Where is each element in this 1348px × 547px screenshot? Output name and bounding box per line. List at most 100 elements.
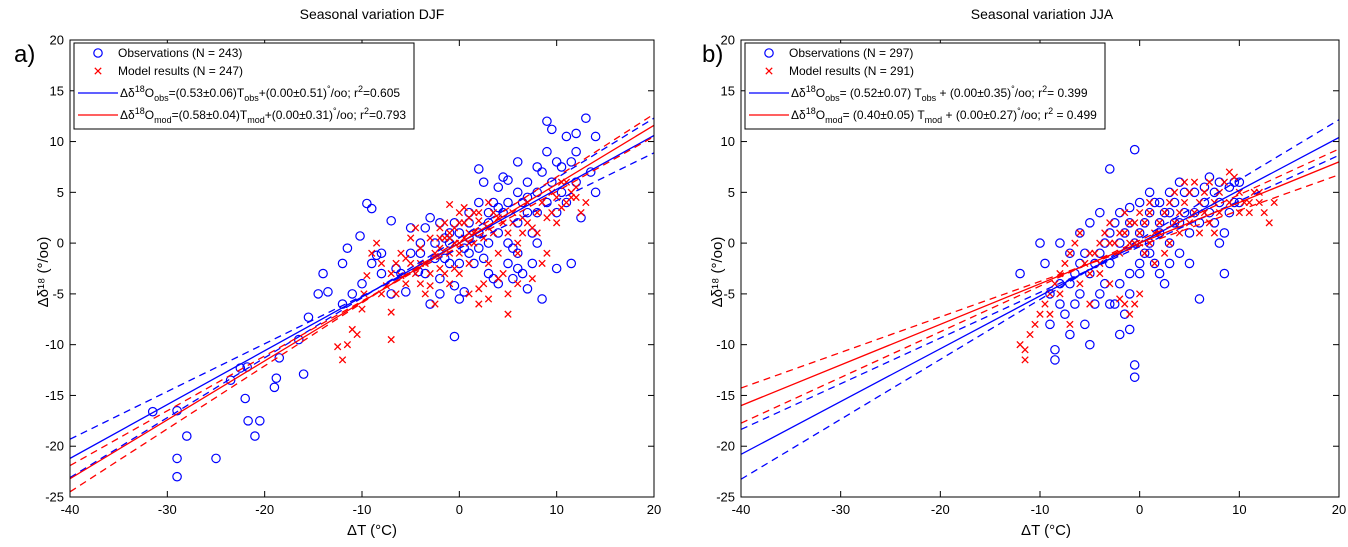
observation-point bbox=[1055, 238, 1065, 248]
observation-point bbox=[1134, 228, 1145, 238]
model-point bbox=[514, 249, 522, 257]
model-point bbox=[465, 290, 473, 298]
model-point bbox=[1136, 229, 1144, 237]
model-point bbox=[475, 217, 483, 225]
observation-point bbox=[1129, 144, 1140, 155]
model-point bbox=[1106, 239, 1114, 247]
model-point bbox=[1180, 178, 1189, 186]
model-point bbox=[1066, 320, 1074, 329]
chart-title: Seasonal variation DJF bbox=[300, 6, 445, 22]
observation-point bbox=[371, 250, 382, 261]
model-point bbox=[455, 219, 463, 227]
model-point bbox=[1051, 280, 1059, 288]
observation-point bbox=[551, 157, 562, 167]
observation-point bbox=[254, 416, 265, 426]
observation-point bbox=[1104, 299, 1115, 309]
x-axis-label: ΔT (°C) bbox=[1021, 522, 1071, 539]
observation-point bbox=[430, 238, 440, 248]
observation-point bbox=[376, 268, 387, 279]
y-tick-label: 20 bbox=[50, 33, 64, 48]
y-tick-label: 0 bbox=[728, 236, 735, 251]
observation-point bbox=[508, 273, 518, 284]
observation-point bbox=[1124, 289, 1135, 299]
model-point bbox=[538, 259, 546, 268]
observation-point bbox=[503, 197, 513, 208]
x-tick-label: -30 bbox=[158, 502, 177, 517]
legend-entry: Model results (N = 291) bbox=[789, 64, 914, 78]
observation-point bbox=[532, 238, 542, 248]
observation-point bbox=[1065, 248, 1075, 259]
y-tick-label: -15 bbox=[45, 388, 64, 403]
observation-point bbox=[1159, 207, 1170, 218]
x-tick-label: -10 bbox=[353, 502, 372, 517]
observation-point bbox=[323, 287, 333, 297]
x-tick-label: 10 bbox=[1232, 502, 1246, 517]
model-fit-line-dashed bbox=[741, 174, 1339, 389]
observation-point bbox=[435, 273, 445, 284]
model-point bbox=[416, 280, 425, 288]
observation-point bbox=[1080, 319, 1090, 330]
y-tick-label: 5 bbox=[728, 185, 735, 200]
model-point bbox=[431, 300, 439, 308]
model-point bbox=[387, 335, 395, 344]
x-tick-label: 10 bbox=[549, 502, 563, 517]
observation-point bbox=[1224, 182, 1235, 193]
observation-point bbox=[512, 187, 523, 198]
observation-point bbox=[298, 369, 309, 379]
model-point bbox=[407, 234, 415, 242]
observation-point bbox=[182, 431, 192, 441]
model-point bbox=[1205, 178, 1214, 186]
observation-point bbox=[1065, 329, 1075, 340]
observation-point bbox=[454, 294, 465, 304]
x-tick-label: 20 bbox=[1332, 502, 1346, 517]
observation-point bbox=[337, 258, 348, 269]
observation-point bbox=[464, 248, 474, 259]
observation-point bbox=[473, 164, 484, 174]
observation-point bbox=[483, 238, 494, 248]
observation-point bbox=[435, 289, 445, 299]
observation-point bbox=[1144, 187, 1155, 198]
observation-point bbox=[532, 162, 542, 172]
model-point bbox=[426, 234, 434, 242]
legend-entry: Observations (N = 243) bbox=[118, 46, 242, 60]
model-point bbox=[377, 259, 386, 268]
model-point bbox=[1126, 310, 1134, 318]
model-fit-line-dashed bbox=[70, 136, 654, 467]
legend-entry: Model results (N = 247) bbox=[118, 64, 243, 78]
model-point bbox=[372, 239, 381, 247]
model-fit-line-solid bbox=[741, 161, 1339, 407]
x-axis-label: ΔT (°C) bbox=[347, 522, 397, 539]
model-point bbox=[543, 214, 551, 222]
observation-point bbox=[269, 382, 280, 393]
observation-point bbox=[493, 182, 504, 193]
observation-point bbox=[1124, 202, 1135, 213]
observation-point bbox=[1114, 329, 1125, 340]
observation-point bbox=[546, 124, 557, 135]
observation-point bbox=[454, 228, 465, 238]
model-point bbox=[1255, 198, 1263, 207]
observation-point bbox=[478, 177, 489, 187]
observation-point bbox=[542, 116, 552, 127]
model-point bbox=[1140, 249, 1149, 257]
model-point bbox=[1106, 280, 1114, 288]
model-point bbox=[1195, 229, 1204, 237]
model-point bbox=[514, 239, 522, 247]
observation-point bbox=[1189, 207, 1200, 218]
observation-point bbox=[400, 287, 411, 297]
x-tick-label: -20 bbox=[255, 502, 274, 517]
model-point bbox=[1210, 229, 1219, 237]
model-point bbox=[1021, 356, 1029, 364]
panel-label: a) bbox=[14, 41, 35, 68]
model-point bbox=[1076, 280, 1084, 288]
observation-point bbox=[303, 312, 314, 323]
observation-point bbox=[478, 253, 489, 264]
observation-point bbox=[503, 258, 513, 269]
model-point bbox=[1101, 229, 1109, 237]
model-point bbox=[1131, 300, 1139, 308]
model-point bbox=[1155, 219, 1164, 227]
legend-entry: Δδ18Oobs= (0.52±0.07) Tobs + (0.00±0.35)… bbox=[791, 84, 1088, 103]
model-point bbox=[436, 264, 444, 273]
observation-point bbox=[342, 243, 353, 253]
observation-point bbox=[1075, 228, 1085, 238]
observation-point bbox=[243, 416, 253, 426]
